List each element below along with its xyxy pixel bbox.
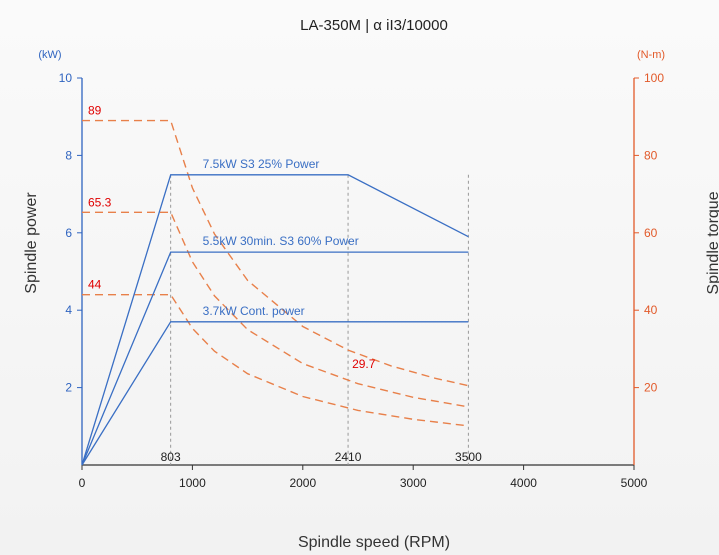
y-left-tick-label: 6 — [65, 226, 72, 240]
y-axis-left-label: Spindle power — [23, 192, 40, 294]
y-right-tick-label: 100 — [644, 71, 664, 85]
power-series-label: 5.5kW 30min. S3 60% Power — [203, 234, 359, 248]
power-curve — [81, 321, 469, 466]
y-right-tick-label: 20 — [644, 381, 658, 395]
y-left-tick-label: 2 — [65, 381, 72, 395]
x-tick-label: 1000 — [179, 476, 206, 490]
reference-speed-label: 2410 — [335, 450, 362, 464]
y-left-tick-label: 4 — [65, 303, 72, 317]
y-right-tick-label: 40 — [644, 303, 658, 317]
torque-value-label: 44 — [88, 278, 102, 292]
x-tick-label: 0 — [79, 476, 86, 490]
torque-curve — [82, 211, 469, 408]
power-curve — [81, 251, 469, 466]
torque-value-label: 29.7 — [352, 357, 376, 371]
x-tick-label: 3000 — [400, 476, 427, 490]
left-unit-label: (kW) — [38, 49, 61, 61]
reference-speed-label: 3500 — [455, 450, 482, 464]
y-left-tick-label: 8 — [65, 148, 72, 162]
torque-value-label: 65.3 — [88, 195, 112, 209]
x-tick-label: 4000 — [510, 476, 537, 490]
reference-speed-label: 803 — [161, 450, 181, 464]
torque-value-label: 89 — [88, 104, 102, 118]
power-series-label: 7.5kW S3 25% Power — [203, 157, 320, 171]
torque-curve — [82, 294, 469, 427]
torque-curve — [82, 119, 469, 387]
x-tick-label: 5000 — [621, 476, 648, 490]
x-tick-label: 2000 — [289, 476, 316, 490]
y-axis-right-label: Spindle torque — [705, 191, 719, 294]
power-curve — [81, 174, 469, 466]
right-unit-label: (N-m) — [637, 49, 665, 61]
power-series-label: 3.7kW Cont. power — [203, 304, 305, 318]
x-axis-label: Spindle speed (RPM) — [298, 534, 450, 551]
y-left-tick-label: 10 — [59, 71, 73, 85]
chart-title: LA-350M | α iI3/10000 — [300, 17, 448, 34]
y-right-tick-label: 60 — [644, 226, 658, 240]
y-right-tick-label: 80 — [644, 148, 658, 162]
